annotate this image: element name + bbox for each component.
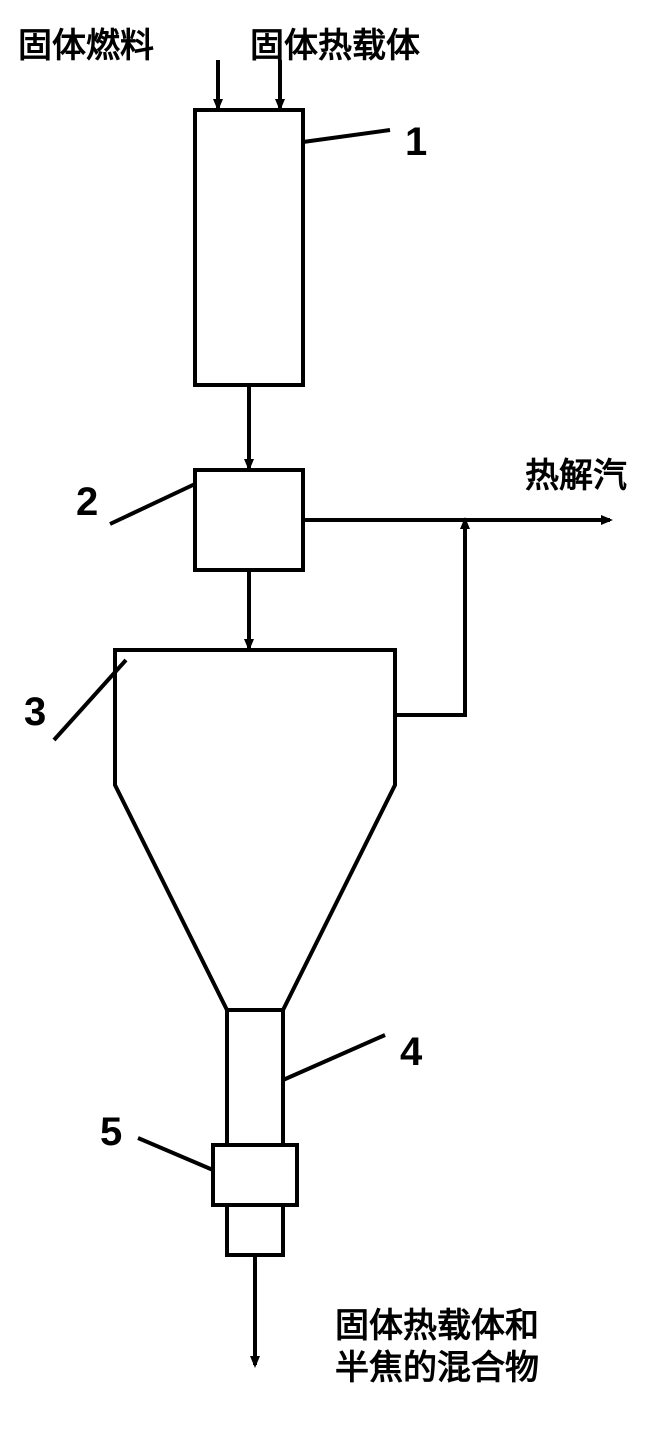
leader-line-l5 (138, 1138, 213, 1170)
component-number-1: 1 (405, 120, 427, 165)
component-number-4: 4 (400, 1030, 422, 1075)
shapes-layer (115, 110, 395, 1255)
component-1-rect (195, 110, 303, 385)
input-right-label: 固体热载体 (250, 18, 420, 67)
arrows-layer (218, 60, 610, 1365)
component-5-block (213, 1145, 297, 1205)
leader-line-l4 (283, 1035, 385, 1080)
output-gas-label: 热解汽 (525, 448, 627, 497)
input-left-label: 固体燃料 (18, 18, 154, 67)
component-3-vessel (115, 650, 395, 1010)
pipe-vessel-to-gas (395, 520, 465, 715)
component-4-tube (227, 1010, 283, 1145)
component-number-2: 2 (76, 480, 98, 525)
process-flow-diagram (0, 0, 659, 1435)
component-number-5: 5 (100, 1110, 122, 1155)
component-number-3: 3 (24, 690, 46, 735)
component-2-rect (195, 470, 303, 570)
leader-line-l2 (110, 484, 195, 524)
leader-line-l1 (303, 130, 390, 142)
output-bottom-label-2: 半焦的混合物 (335, 1340, 539, 1389)
bottom-tube (227, 1205, 283, 1255)
